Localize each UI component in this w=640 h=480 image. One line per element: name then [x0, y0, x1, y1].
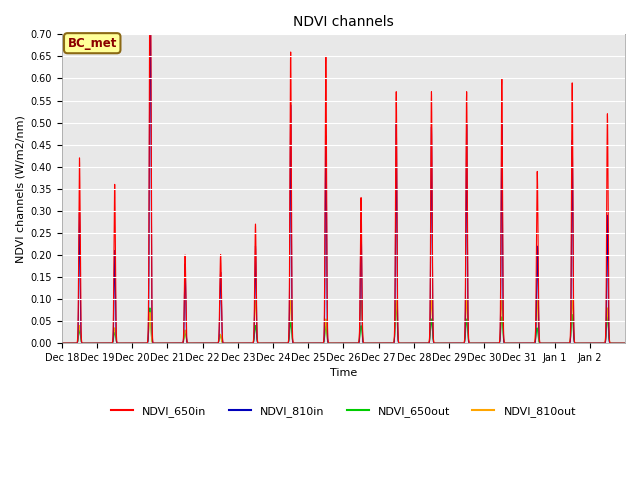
NDVI_650out	[573, 340, 580, 346]
NDVI_650out	[252, 324, 260, 330]
NDVI_810in	[621, 340, 629, 346]
NDVI_810in	[108, 340, 116, 346]
Text: BC_met: BC_met	[68, 36, 117, 50]
Title: NDVI channels: NDVI channels	[293, 15, 394, 29]
NDVI_650out	[108, 340, 116, 346]
NDVI_810out	[573, 340, 580, 346]
NDVI_810out	[213, 340, 221, 346]
NDVI_810in	[252, 260, 260, 266]
NDVI_650out	[621, 340, 629, 346]
NDVI_810in	[213, 340, 221, 346]
NDVI_650out	[392, 300, 400, 306]
NDVI_810out	[493, 340, 501, 346]
NDVI_810in	[573, 340, 580, 346]
NDVI_810out	[108, 340, 116, 346]
NDVI_650out	[58, 340, 66, 346]
NDVI_650in	[108, 340, 116, 346]
NDVI_650in	[213, 340, 221, 346]
Y-axis label: NDVI channels (W/m2/nm): NDVI channels (W/m2/nm)	[15, 115, 25, 263]
X-axis label: Time: Time	[330, 369, 357, 379]
NDVI_650in	[252, 238, 260, 244]
NDVI_650in	[573, 340, 580, 346]
NDVI_810in	[58, 340, 66, 346]
NDVI_810out	[252, 300, 260, 306]
NDVI_810out	[58, 340, 66, 346]
Line: NDVI_810in: NDVI_810in	[62, 0, 625, 343]
NDVI_650in	[535, 299, 543, 305]
NDVI_650in	[493, 340, 501, 346]
NDVI_810out	[535, 332, 543, 338]
NDVI_810out	[252, 296, 259, 302]
NDVI_650out	[535, 337, 543, 343]
Legend: NDVI_650in, NDVI_810in, NDVI_650out, NDVI_810out: NDVI_650in, NDVI_810in, NDVI_650out, NDV…	[107, 401, 580, 421]
Line: NDVI_650in: NDVI_650in	[62, 0, 625, 343]
NDVI_650in	[58, 340, 66, 346]
NDVI_810out	[621, 340, 629, 346]
Line: NDVI_650out: NDVI_650out	[62, 303, 625, 343]
Line: NDVI_810out: NDVI_810out	[62, 299, 625, 343]
NDVI_650in	[621, 340, 629, 346]
NDVI_810in	[493, 340, 501, 346]
NDVI_810in	[535, 316, 543, 322]
NDVI_650out	[213, 340, 221, 346]
NDVI_650out	[493, 340, 501, 346]
